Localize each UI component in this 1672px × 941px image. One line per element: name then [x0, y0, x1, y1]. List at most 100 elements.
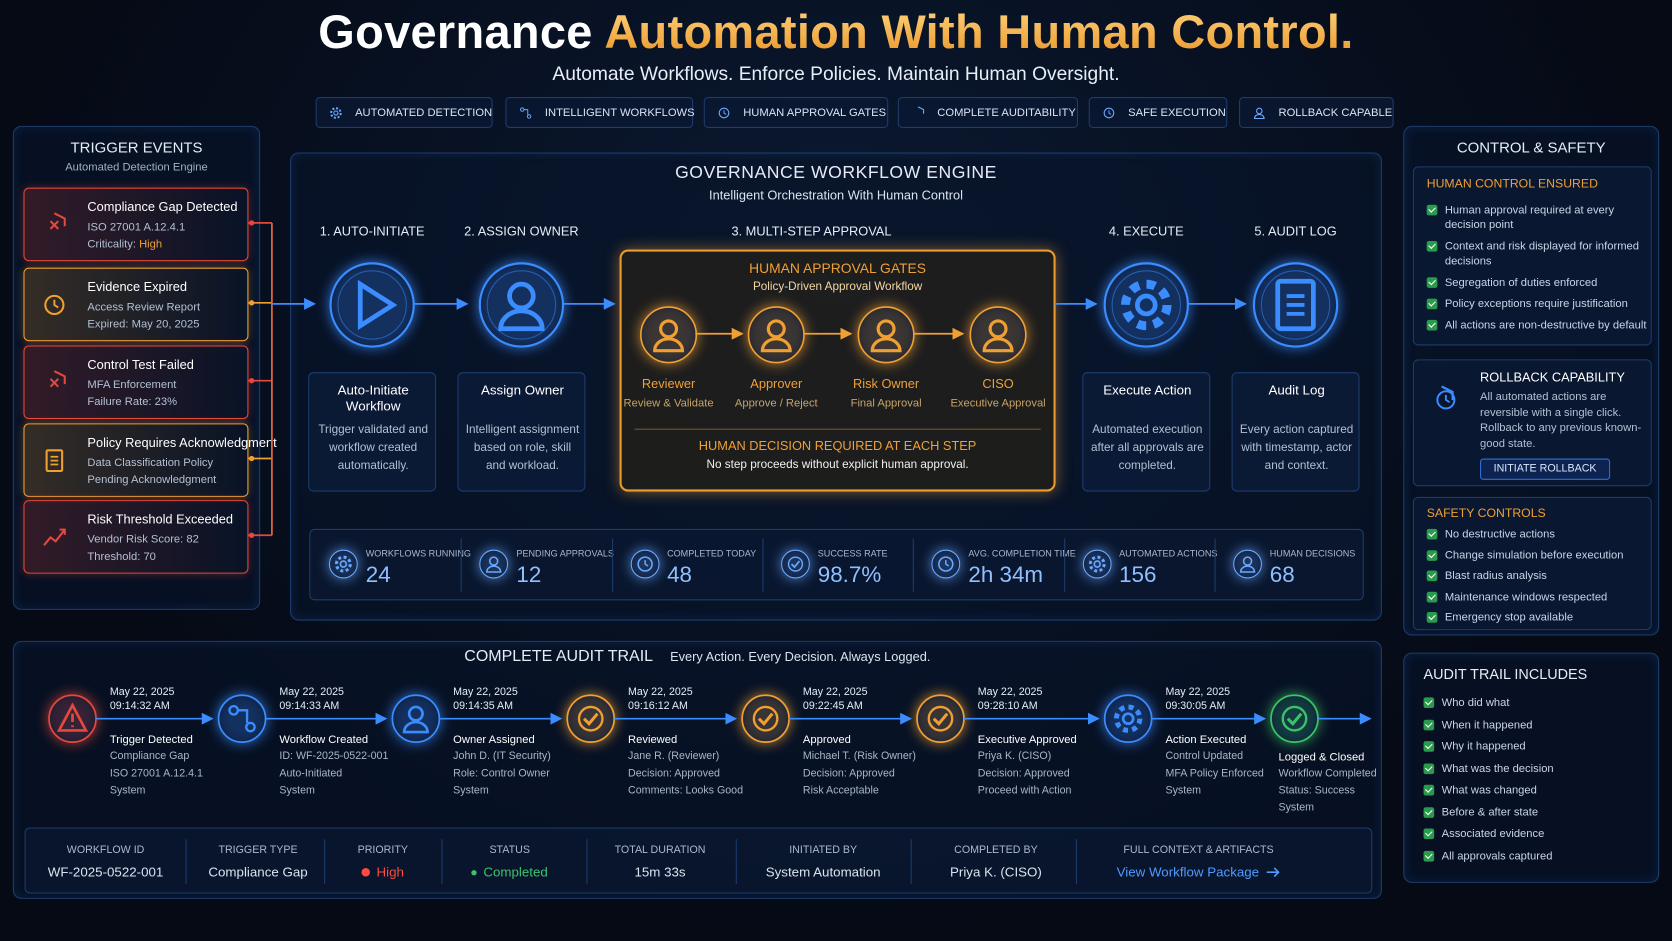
checklist: Who did what When it happened Why it happe… — [1423, 695, 1642, 863]
approver-role: Approver — [750, 376, 803, 392]
event-detail: Risk Acceptable — [802, 784, 879, 797]
trigger-highlight: High — [139, 237, 163, 251]
event-date: May 22, 2025 — [109, 686, 175, 699]
check-item: All actions are non-destructive by defau… — [1426, 318, 1651, 333]
event-detail: Proceed with Action — [977, 784, 1072, 797]
event-time: 09:14:33 AM — [279, 700, 340, 713]
feature-chip: INTELLIGENT WORKFLOWS — [505, 97, 695, 128]
divider — [611, 538, 613, 592]
check-text: Policy exceptions require justification — [1444, 297, 1628, 311]
trigger-detail: ISO 27001 A.12.4.1 — [87, 220, 186, 234]
trigger-card: Control Test Failed MFA Enforcement Failur… — [23, 345, 249, 420]
check-box — [1423, 850, 1435, 862]
check-box — [1426, 298, 1438, 310]
summary-value: 15m 33s — [543, 865, 778, 880]
check-item: No destructive actions — [1426, 527, 1651, 542]
check-item: All approvals captured — [1423, 848, 1642, 863]
event-detail: Role: Control Owner — [453, 767, 550, 780]
event-detail: MFA Policy Enforced — [1165, 767, 1264, 780]
summary-value: Compliance Gap — [141, 865, 376, 880]
feature-label: AUTOMATED DETECTION — [355, 106, 493, 120]
event-detail: System — [109, 784, 146, 797]
event-detail: System — [279, 784, 315, 797]
check-box — [1423, 762, 1435, 774]
audit-header: COMPLETE AUDIT TRAIL Every Action. Every … — [14, 647, 1381, 665]
panel-subtitle: Automated Detection Engine — [65, 161, 208, 174]
checklist: Human approval required at every decisio… — [1426, 203, 1651, 333]
sub-panel: ROLLBACK CAPABILITY All automated actions… — [1412, 359, 1652, 487]
check-item: Segregation of duties enforced — [1426, 275, 1651, 290]
check-text: Segregation of duties enforced — [1444, 276, 1598, 289]
event-time: 09:14:32 AM — [109, 700, 170, 713]
panel-subtitle: Intelligent Orchestration With Human Con… — [709, 187, 963, 203]
panel-title: GOVERNANCE WORKFLOW ENGINE — [675, 163, 997, 183]
event-time: 09:14:35 AM — [453, 700, 514, 713]
check-item: Context and risk displayed for informed … — [1426, 239, 1651, 269]
sub-panel: SAFETY CONTROLS No destructive actions Cha… — [1412, 496, 1652, 631]
event-detail: Priya K. (CISO) — [977, 750, 1052, 763]
metric-label: COMPLETED TODAY — [667, 548, 757, 559]
trigger-detail: MFA Enforcement — [87, 378, 177, 392]
check-text: No destructive actions — [1444, 527, 1555, 541]
status-dot — [471, 869, 477, 875]
event-title: Workflow Created — [279, 733, 369, 747]
event-detail: John D. (IT Security) — [453, 750, 551, 763]
event-time: 09:28:10 AM — [977, 700, 1038, 713]
approver-action: Final Approval — [850, 396, 922, 410]
event-detail: ID: WF-2025-0522-001 — [279, 750, 389, 763]
icon — [1436, 390, 1456, 410]
step-card: Auto-Initiate Workflow Trigger validated … — [308, 372, 437, 492]
icon — [478, 262, 565, 348]
step-card-text: Trigger validated and workflow created a… — [318, 423, 429, 473]
divider — [1214, 538, 1216, 592]
check-box — [1426, 528, 1438, 540]
icon — [917, 106, 925, 114]
sub-title: HUMAN CONTROL ENSURED — [1426, 178, 1598, 191]
rollback-button[interactable]: INITIATE ROLLBACK — [1480, 458, 1611, 480]
check-box — [1426, 612, 1438, 623]
summary-label: STATUS — [489, 844, 530, 857]
trigger-detail: Criticality: High — [87, 237, 163, 251]
title-accent: Automation With Human Control. — [604, 6, 1354, 59]
check-box — [1423, 784, 1435, 796]
event-detail: Compliance Gap — [109, 750, 190, 763]
check-box — [1423, 828, 1435, 840]
summary-text: Completed — [483, 864, 548, 880]
event-time: 09:30:05 AM — [1165, 700, 1226, 713]
event-date: May 22, 2025 — [628, 686, 693, 699]
title: Governance Automation With Human Control… — [0, 6, 1672, 59]
divider — [1063, 538, 1065, 592]
event-detail: Decision: Approved — [802, 767, 895, 780]
icon — [45, 449, 64, 473]
feature-chip: COMPLETE AUDITABILITY — [897, 97, 1079, 128]
feature-chip: HUMAN APPROVAL GATES — [703, 97, 889, 128]
panel-title: AUDIT TRAIL INCLUDES — [1423, 666, 1588, 683]
icon — [329, 262, 415, 348]
event-detail: System — [453, 784, 489, 797]
summary-label: INITIATED BY — [789, 844, 858, 857]
event-time: 09:16:12 AM — [628, 700, 688, 713]
approval-title: HUMAN APPROVAL GATES — [749, 260, 927, 277]
icon — [49, 212, 66, 230]
step-label: 4. EXECUTE — [1108, 223, 1184, 239]
check-item: Blast radius analysis — [1426, 568, 1651, 583]
step-card-title: Audit Log — [1268, 382, 1325, 398]
check-text: What was the decision — [1441, 761, 1554, 775]
icon — [1103, 262, 1189, 348]
check-item: Human approval required at every decisio… — [1426, 203, 1651, 233]
trigger-detail: Pending Acknowledgment — [87, 473, 217, 487]
feature-label: HUMAN APPROVAL GATES — [743, 106, 887, 120]
check-box — [1426, 277, 1438, 288]
event-title: Trigger Detected — [109, 733, 193, 747]
event-date: May 22, 2025 — [977, 686, 1043, 699]
icon — [1441, 385, 1454, 401]
check-box — [1426, 204, 1438, 216]
decision-title: HUMAN DECISION REQUIRED AT EACH STEP — [698, 438, 977, 454]
event-time: 09:22:45 AM — [802, 700, 863, 713]
package-link[interactable]: View Workflow Package — [1116, 864, 1260, 880]
icon — [916, 694, 965, 743]
checklist: No destructive actions Change simulation … — [1426, 527, 1651, 625]
summary-label: PRIORITY — [357, 844, 408, 857]
divider — [324, 839, 326, 884]
